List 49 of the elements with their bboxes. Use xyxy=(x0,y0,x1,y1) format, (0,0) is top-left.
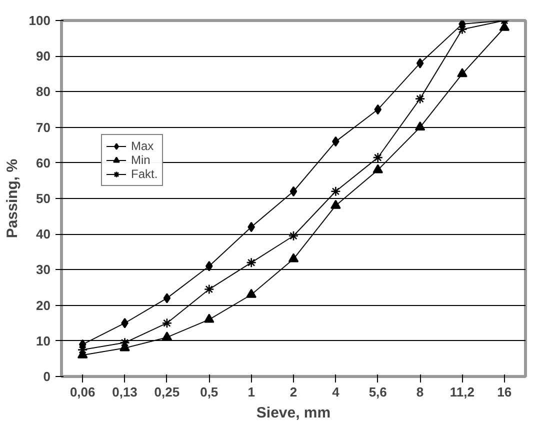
y-tick-label: 70 xyxy=(36,120,51,135)
point xyxy=(414,94,426,104)
legend-label: Min xyxy=(131,153,151,167)
x-tick-label: 0,13 xyxy=(112,384,138,400)
y-tick-label: 0 xyxy=(43,369,51,384)
point xyxy=(374,104,382,115)
y-tick-label: 30 xyxy=(36,262,51,278)
x-tick-label: 1 xyxy=(248,384,255,400)
x-tick-label: 4 xyxy=(332,384,340,400)
point xyxy=(162,331,172,341)
point xyxy=(288,253,299,262)
x-tick-label: 5,6 xyxy=(368,384,387,400)
x-tick-label: 2 xyxy=(290,384,298,400)
point xyxy=(372,164,384,174)
y-tick-label: 100 xyxy=(28,13,51,28)
point xyxy=(457,24,468,35)
point xyxy=(330,186,341,197)
point xyxy=(246,257,256,268)
y-tick-label: 90 xyxy=(36,48,51,64)
point xyxy=(330,200,341,209)
point xyxy=(120,338,130,348)
point xyxy=(288,230,299,242)
x-tick-label: 8 xyxy=(416,384,424,400)
point xyxy=(246,288,256,298)
y-tick-label: 20 xyxy=(36,298,51,313)
y-tick-label: 50 xyxy=(36,191,51,206)
x-tick-label: 16 xyxy=(497,384,512,400)
x-tick-label: 0,25 xyxy=(154,384,180,400)
y-axis-title: Passing, % xyxy=(4,158,21,238)
x-tick-label: 0,06 xyxy=(70,384,96,400)
legend-label: Fakt. xyxy=(131,167,158,181)
point xyxy=(457,68,468,78)
point xyxy=(372,152,384,163)
legend-label: Max xyxy=(131,139,154,153)
point xyxy=(204,314,214,323)
x-tick-label: 11,2 xyxy=(450,384,475,400)
point xyxy=(163,293,171,304)
point xyxy=(205,260,213,272)
point xyxy=(416,58,424,68)
point xyxy=(162,318,172,328)
y-tick-label: 10 xyxy=(36,333,51,348)
x-axis-title: Sieve, mm xyxy=(256,404,331,422)
point xyxy=(204,284,214,294)
y-tick-label: 60 xyxy=(36,155,51,170)
y-tick-label: 40 xyxy=(36,226,51,242)
x-tick-label: 0,5 xyxy=(200,384,218,400)
point xyxy=(290,186,298,197)
point xyxy=(414,121,426,131)
y-tick-label: 80 xyxy=(36,84,51,100)
